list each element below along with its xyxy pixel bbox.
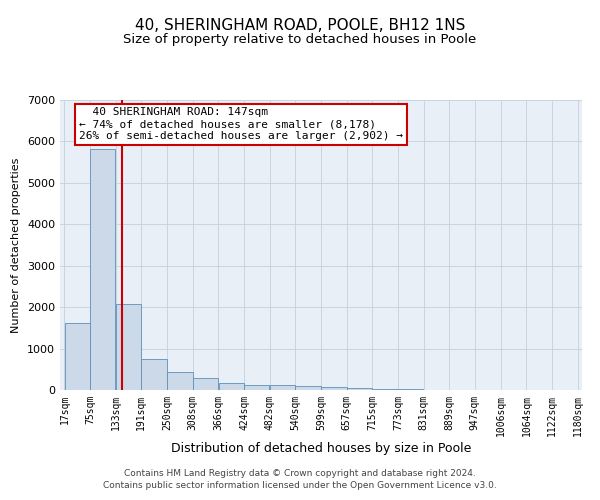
Bar	[347, 388, 372, 390]
Text: Size of property relative to detached houses in Poole: Size of property relative to detached ho…	[124, 32, 476, 46]
Y-axis label: Number of detached properties: Number of detached properties	[11, 158, 22, 332]
Text: 40 SHERINGHAM ROAD: 147sqm
← 74% of detached houses are smaller (8,178)
26% of s: 40 SHERINGHAM ROAD: 147sqm ← 74% of deta…	[79, 108, 403, 140]
Bar	[65, 323, 90, 390]
Text: Contains HM Land Registry data © Crown copyright and database right 2024.: Contains HM Land Registry data © Crown c…	[124, 468, 476, 477]
Text: 40, SHERINGHAM ROAD, POOLE, BH12 1NS: 40, SHERINGHAM ROAD, POOLE, BH12 1NS	[135, 18, 465, 32]
Bar	[270, 386, 295, 390]
Bar	[193, 378, 218, 390]
Bar	[90, 149, 115, 390]
Bar	[322, 388, 347, 390]
Text: Contains public sector information licensed under the Open Government Licence v3: Contains public sector information licen…	[103, 481, 497, 490]
Bar	[295, 386, 321, 390]
X-axis label: Distribution of detached houses by size in Poole: Distribution of detached houses by size …	[171, 442, 471, 454]
Bar	[373, 389, 398, 390]
Bar	[116, 304, 141, 390]
Bar	[167, 372, 193, 390]
Bar	[244, 384, 269, 390]
Bar	[218, 383, 244, 390]
Bar	[142, 359, 167, 390]
